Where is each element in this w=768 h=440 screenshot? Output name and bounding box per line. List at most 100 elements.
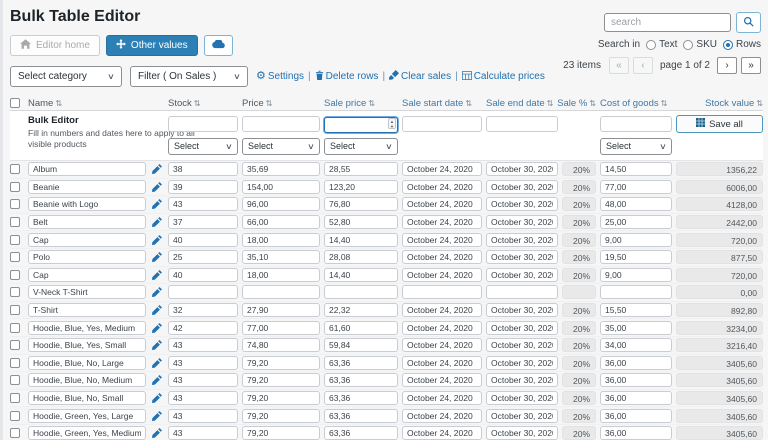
sale-end-date-input[interactable] xyxy=(486,303,558,318)
row-checkbox[interactable] xyxy=(10,269,20,280)
stock-input[interactable] xyxy=(168,426,238,440)
sale-end-date-input[interactable] xyxy=(486,197,558,212)
next-page-button[interactable]: › xyxy=(717,57,737,74)
cost-of-goods-input[interactable] xyxy=(600,232,672,247)
cost-of-goods-input[interactable] xyxy=(600,391,672,406)
row-checkbox[interactable] xyxy=(10,181,20,192)
stock-input[interactable] xyxy=(168,267,238,282)
select-all-checkbox[interactable] xyxy=(10,98,20,108)
column-header-sale-price[interactable]: Sale price ⇅ xyxy=(324,98,398,109)
price-input[interactable] xyxy=(242,426,320,440)
cost-of-goods-input[interactable] xyxy=(600,179,672,194)
stock-input[interactable] xyxy=(168,391,238,406)
sale-start-date-input[interactable] xyxy=(402,179,482,194)
edit-icon[interactable] xyxy=(150,269,164,280)
sale-price-input[interactable] xyxy=(324,320,398,335)
sale-price-input[interactable] xyxy=(324,179,398,194)
sale-start-date-input[interactable] xyxy=(402,391,482,406)
row-checkbox[interactable] xyxy=(10,357,20,368)
bulk-stock-select[interactable]: Select ∨ xyxy=(168,137,238,155)
prev-page-button[interactable]: ‹ xyxy=(632,57,653,74)
sale-price-input[interactable] xyxy=(324,162,398,177)
cost-of-goods-input[interactable] xyxy=(600,355,672,370)
bulk-cost-of-goods-input[interactable] xyxy=(600,116,672,132)
column-header-stock-value[interactable]: Stock value ⇅ xyxy=(676,98,763,109)
cost-of-goods-input[interactable] xyxy=(600,162,672,177)
price-input[interactable] xyxy=(242,408,320,423)
bulk-stock-input[interactable] xyxy=(168,116,238,132)
sale-start-date-input[interactable] xyxy=(402,426,482,440)
sale-start-date-input[interactable] xyxy=(402,197,482,212)
sale-start-date-input[interactable] xyxy=(402,355,482,370)
product-name-input[interactable] xyxy=(28,215,146,230)
price-input[interactable] xyxy=(242,320,320,335)
stock-input[interactable] xyxy=(168,232,238,247)
edit-icon[interactable] xyxy=(150,234,164,245)
product-name-input[interactable] xyxy=(28,179,146,194)
cost-of-goods-input[interactable] xyxy=(600,215,672,230)
bulk-cost-select[interactable]: Select ∨ xyxy=(600,137,672,155)
price-input[interactable] xyxy=(242,338,320,353)
column-header-sale-start-date[interactable]: Sale start date ⇅ xyxy=(402,98,482,109)
sale-end-date-input[interactable] xyxy=(486,162,558,177)
sale-end-date-input[interactable] xyxy=(486,320,558,335)
column-header-price[interactable]: Price ⇅ xyxy=(242,98,320,109)
edit-icon[interactable] xyxy=(150,217,164,228)
stock-input[interactable] xyxy=(168,303,238,318)
sale-end-date-input[interactable] xyxy=(486,267,558,282)
row-checkbox[interactable] xyxy=(10,217,20,228)
price-input[interactable] xyxy=(242,267,320,282)
bulk-price-input[interactable] xyxy=(242,116,320,132)
number-stepper[interactable]: ▲ ▼ xyxy=(388,118,396,129)
sale-end-date-input[interactable] xyxy=(486,426,558,440)
sale-price-input[interactable] xyxy=(324,338,398,353)
price-input[interactable] xyxy=(242,373,320,388)
edit-icon[interactable] xyxy=(150,357,164,368)
sale-end-date-input[interactable] xyxy=(486,285,558,300)
sale-end-date-input[interactable] xyxy=(486,355,558,370)
clear-sales-link[interactable]: Clear sales xyxy=(389,70,451,83)
sale-start-date-input[interactable] xyxy=(402,162,482,177)
edit-icon[interactable] xyxy=(150,410,164,421)
last-page-button[interactable]: » xyxy=(741,57,761,74)
product-name-input[interactable] xyxy=(28,338,146,353)
price-input[interactable] xyxy=(242,197,320,212)
product-name-input[interactable] xyxy=(28,355,146,370)
sale-price-input[interactable] xyxy=(324,232,398,247)
stock-input[interactable] xyxy=(168,285,238,300)
cost-of-goods-input[interactable] xyxy=(600,426,672,440)
search-in-sku-option[interactable]: SKU xyxy=(683,39,717,50)
price-input[interactable] xyxy=(242,179,320,194)
sale-price-input[interactable] xyxy=(324,408,398,423)
first-page-button[interactable]: « xyxy=(608,57,629,74)
row-checkbox[interactable] xyxy=(10,305,20,316)
cost-of-goods-input[interactable] xyxy=(600,408,672,423)
column-header-cost-of-goods[interactable]: Cost of goods ⇅ xyxy=(600,98,672,109)
search-input[interactable] xyxy=(604,13,731,32)
cost-of-goods-input[interactable] xyxy=(600,320,672,335)
sale-end-date-input[interactable] xyxy=(486,232,558,247)
price-input[interactable] xyxy=(242,391,320,406)
search-in-text-option[interactable]: Text xyxy=(646,39,677,50)
sale-end-date-input[interactable] xyxy=(486,179,558,194)
column-header-sale-[interactable]: Sale % ⇅ xyxy=(557,98,596,109)
row-checkbox[interactable] xyxy=(10,393,20,404)
search-in-rows-option[interactable]: Rows xyxy=(722,39,761,50)
editor-home-button[interactable]: Editor home xyxy=(10,35,100,56)
product-name-input[interactable] xyxy=(28,408,146,423)
sale-start-date-input[interactable] xyxy=(402,408,482,423)
sale-price-input[interactable] xyxy=(324,373,398,388)
product-name-input[interactable] xyxy=(28,285,146,300)
sale-end-date-input[interactable] xyxy=(486,338,558,353)
row-checkbox[interactable] xyxy=(10,164,20,175)
sale-price-input[interactable] xyxy=(324,267,398,282)
sale-start-date-input[interactable] xyxy=(402,267,482,282)
row-checkbox[interactable] xyxy=(10,410,20,421)
bulk-sale-price-select[interactable]: Select ∨ xyxy=(324,137,398,155)
cost-of-goods-input[interactable] xyxy=(600,250,672,265)
edit-icon[interactable] xyxy=(150,252,164,263)
edit-icon[interactable] xyxy=(150,164,164,175)
stock-input[interactable] xyxy=(168,338,238,353)
cost-of-goods-input[interactable] xyxy=(600,267,672,282)
category-dropdown[interactable]: Select category ∨ xyxy=(10,66,122,87)
